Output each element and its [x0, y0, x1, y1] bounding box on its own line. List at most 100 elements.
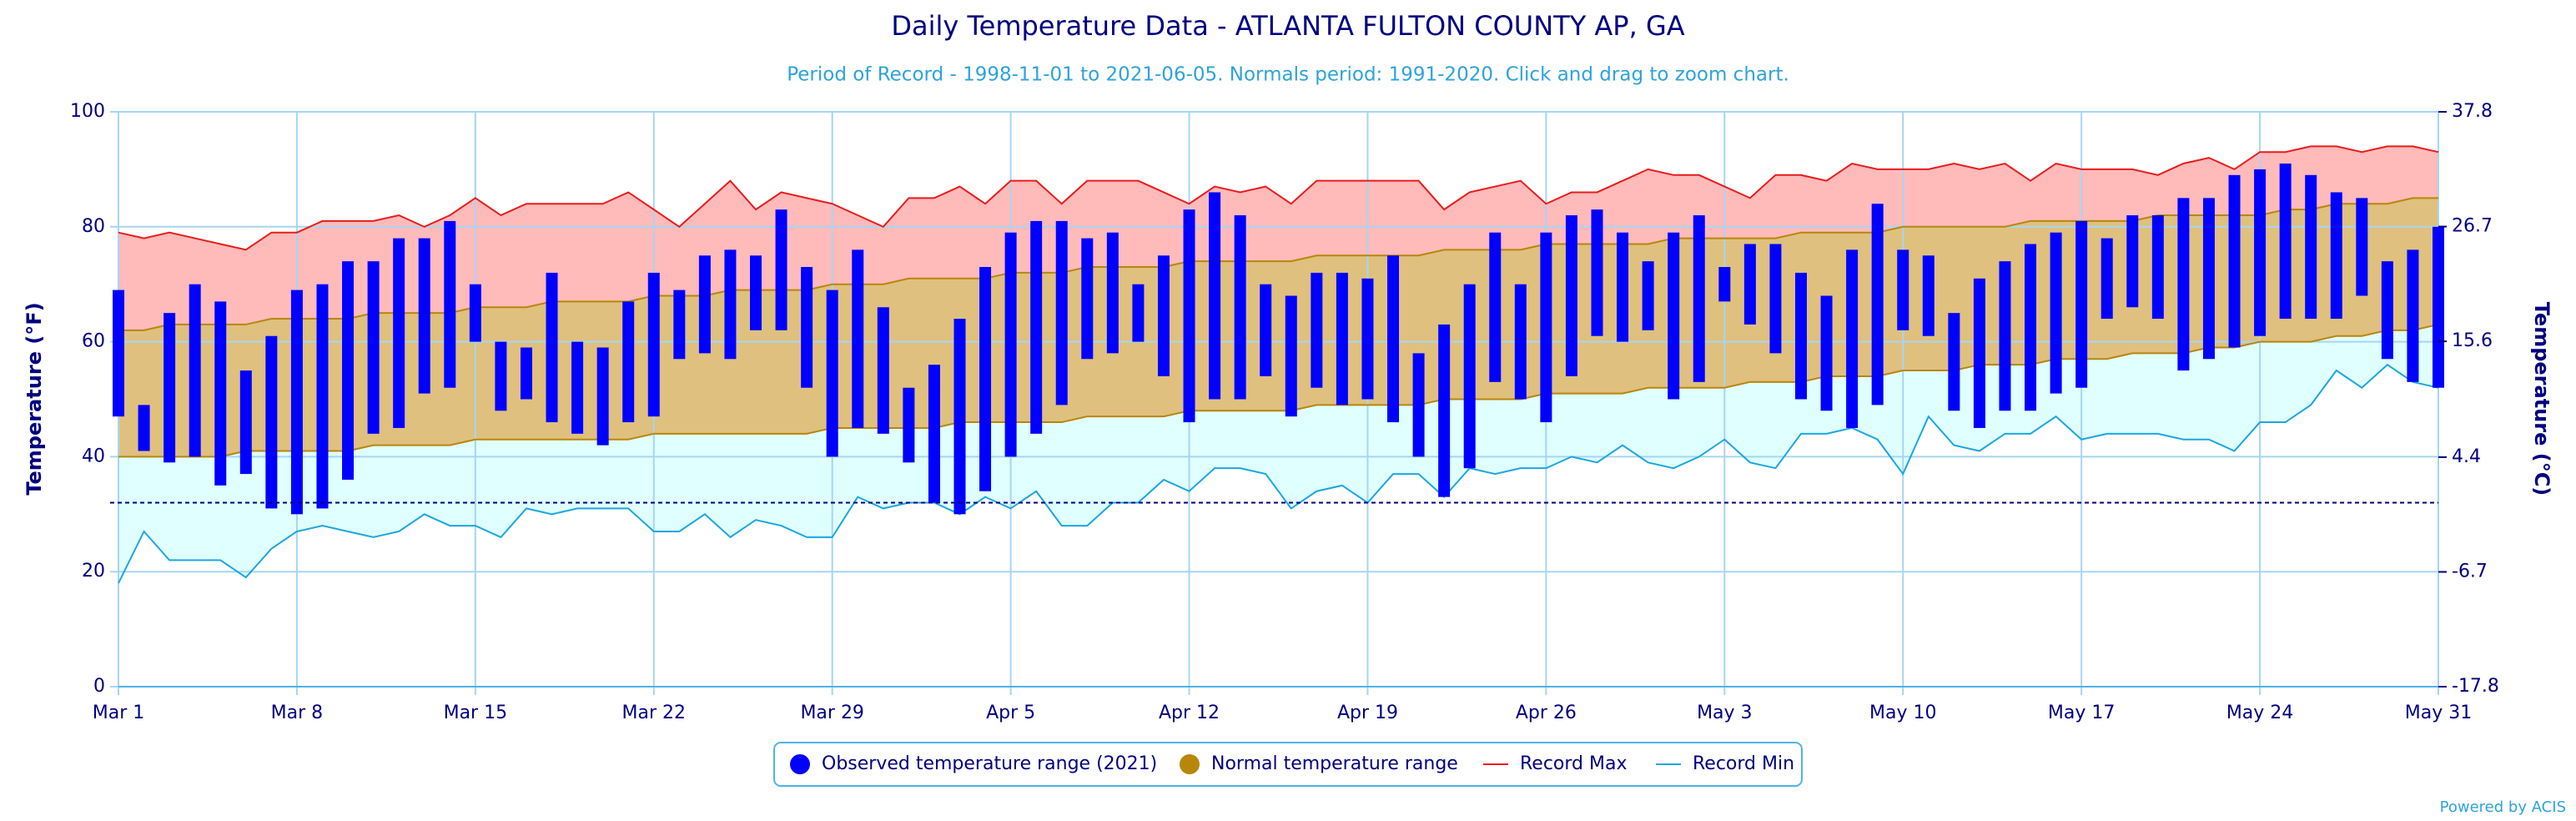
observed-bar: [1004, 232, 1017, 457]
observed-bar: [953, 319, 966, 515]
observed-bar: [1846, 249, 1859, 428]
x-tick-label: Apr 5: [986, 703, 1035, 723]
observed-bar: [724, 249, 737, 360]
observed-bar: [1055, 220, 1068, 405]
observed-bar: [596, 347, 609, 446]
credit[interactable]: Powered by ACIS: [2440, 798, 2566, 816]
marks: [110, 145, 2444, 584]
observed-bar: [520, 347, 532, 400]
observed-bar: [239, 370, 252, 475]
observed-bar: [1693, 215, 1705, 382]
x-tick-label: Mar 22: [622, 703, 687, 723]
observed-bar: [750, 255, 762, 330]
legend-item[interactable]: Observed temperature range (2021): [822, 753, 1157, 774]
legend-item[interactable]: Normal temperature range: [1211, 753, 1458, 774]
observed-bar: [546, 272, 558, 423]
normal-fill: [118, 198, 2438, 457]
observed-bar: [826, 290, 838, 457]
observed-bar: [265, 335, 278, 509]
observed-bar: [1565, 215, 1577, 376]
axes: 0 20 40 60 80 100 -17.8 -6.7 4.4 15.6 26.7 37.8 Mar …: [70, 101, 2499, 723]
observed-bar: [393, 238, 405, 428]
observed-bar: [622, 301, 635, 423]
x-tick-label: Mar 8: [271, 703, 324, 723]
observed-bar: [1157, 255, 1170, 376]
observed-bar: [316, 284, 329, 509]
x-tick-label: Mar 29: [800, 703, 864, 723]
observed-bar: [2101, 238, 2113, 320]
legend-symbol: [790, 754, 810, 774]
observed-bar: [1336, 272, 1348, 405]
observed-bar: [1260, 284, 1272, 376]
observed-bar: [1132, 284, 1145, 342]
x-tick-label: Mar 1: [93, 703, 145, 723]
observed-bar: [1871, 204, 1884, 405]
observed-bar: [2050, 232, 2062, 394]
y-tick-label: 20: [82, 561, 105, 582]
observed-bar: [2279, 164, 2292, 320]
y-axis-title: Temperature (°F): [23, 302, 46, 495]
x-tick-label: Mar 15: [444, 703, 508, 723]
observed-bar: [877, 307, 889, 434]
y-tick-label: 0: [93, 676, 105, 697]
x-tick-label: May 10: [1869, 703, 1936, 723]
observed-bar: [1794, 272, 1807, 400]
observed-bar: [1591, 209, 1603, 336]
observed-bar: [1973, 278, 1985, 428]
y-tick-label: 100: [70, 101, 105, 122]
observed-bar: [1183, 209, 1195, 423]
x-tick-label: Apr 19: [1337, 703, 1398, 723]
observed-bar: [1769, 244, 1782, 354]
observed-bar: [444, 220, 456, 388]
observed-bar: [214, 301, 227, 486]
observed-bar: [2151, 215, 2164, 320]
observed-bar: [1387, 255, 1400, 423]
y2-tick-label: -17.8: [2452, 676, 2499, 697]
observed-bar: [1999, 261, 2011, 411]
observed-bar: [1617, 232, 1629, 342]
observed-bar: [1668, 232, 1680, 400]
observed-bar: [1743, 244, 1756, 325]
observed-bar: [571, 341, 584, 434]
y-tick-label: 60: [82, 331, 105, 352]
observed-bar: [1361, 278, 1374, 400]
x-tick-label: May 3: [1697, 703, 1752, 723]
observed-bar: [495, 341, 507, 411]
x-tick-label: May 24: [2226, 703, 2293, 723]
observed-bar: [1234, 215, 1246, 400]
observed-bar: [1718, 267, 1731, 302]
observed-bar: [775, 209, 787, 330]
y-tick-label: 80: [82, 216, 105, 237]
observed-bar: [1311, 272, 1323, 388]
x-tick-label: May 31: [2405, 703, 2472, 723]
observed-bar: [673, 290, 686, 360]
legend-item[interactable]: Record Min: [1693, 753, 1794, 774]
observed-bar: [290, 290, 303, 515]
observed-bar: [1463, 284, 1476, 469]
observed-bar: [2025, 244, 2037, 411]
observed-bar: [647, 272, 660, 417]
observed-bar: [164, 313, 176, 463]
observed-bar: [2381, 261, 2393, 360]
observed-bar: [342, 261, 355, 480]
y2-tick-label: 37.8: [2452, 101, 2493, 122]
observed-bar: [2126, 215, 2139, 308]
observed-bar: [1030, 220, 1043, 434]
observed-bar: [2075, 220, 2088, 388]
observed-bar: [469, 284, 481, 342]
observed-bar: [1642, 261, 1654, 330]
observed-bar: [1540, 232, 1552, 423]
observed-bar: [1438, 324, 1451, 497]
observed-bar: [2407, 249, 2419, 382]
observed-bar: [928, 365, 940, 503]
observed-bar: [1412, 353, 1425, 457]
observed-bar: [1948, 313, 1960, 411]
legend-item[interactable]: Record Max: [1520, 753, 1628, 774]
observed-bar: [979, 267, 992, 491]
observed-bar: [2305, 174, 2317, 320]
record-line: [118, 363, 2439, 584]
observed-bar: [2356, 198, 2368, 296]
observed-bar: [1106, 232, 1119, 354]
y-tick-label: 40: [82, 446, 105, 466]
